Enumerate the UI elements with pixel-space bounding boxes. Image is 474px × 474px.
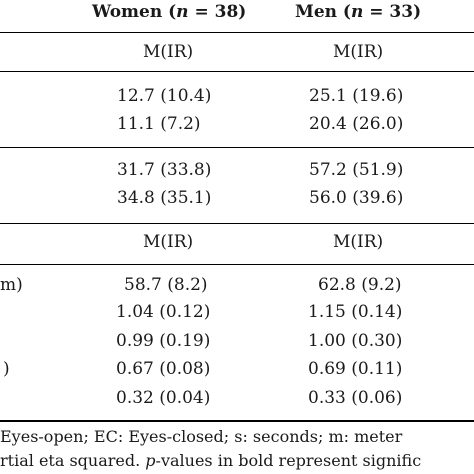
subheader-women-mir: M(IR)	[143, 42, 194, 62]
group1-row1-men: 25.1 (19.6)	[309, 86, 404, 106]
group2-row1-women: 31.7 (33.8)	[117, 160, 212, 180]
footnote-line-2: rtial eta squared. p-values in bold repr…	[0, 451, 422, 470]
subheader2-women-mir: M(IR)	[143, 232, 194, 252]
subheader-men-mir: M(IR)	[333, 42, 384, 62]
group3-row4-men: 0.69 (0.11)	[308, 359, 403, 379]
group2-row1-men: 57.2 (51.9)	[309, 160, 404, 180]
group3-row3-women: 0.99 (0.19)	[116, 331, 211, 351]
group3-row1-label: m)	[0, 275, 23, 295]
group-rule-2	[0, 223, 474, 224]
group3-row5-men: 0.33 (0.06)	[308, 388, 403, 408]
group1-row2-men: 20.4 (26.0)	[309, 114, 404, 134]
group3-row4-label: )	[3, 359, 10, 379]
group3-row2-men: 1.15 (0.14)	[308, 302, 403, 322]
group3-row4-women: 0.67 (0.08)	[116, 359, 211, 379]
group1-row2-women: 11.1 (7.2)	[117, 114, 201, 134]
group3-row1-men: 62.8 (9.2)	[318, 275, 402, 295]
subheader-rule-1	[0, 71, 474, 72]
group-rule-1	[0, 147, 474, 148]
group3-row2-women: 1.04 (0.12)	[116, 302, 211, 322]
header-rule	[0, 32, 474, 33]
subheader-rule-2	[0, 264, 474, 265]
group2-row2-women: 34.8 (35.1)	[117, 188, 212, 208]
women-column-header: Women (n = 38)	[92, 2, 247, 22]
group2-row2-men: 56.0 (39.6)	[309, 188, 404, 208]
group1-row1-women: 12.7 (10.4)	[117, 86, 212, 106]
group3-row3-men: 1.00 (0.30)	[308, 331, 403, 351]
group3-row1-women: 58.7 (8.2)	[124, 275, 208, 295]
men-column-header: Men (n = 33)	[295, 2, 422, 22]
footnote-line-1: Eyes-open; EC: Eyes-closed; s: seconds; …	[0, 427, 403, 446]
subheader2-men-mir: M(IR)	[333, 232, 384, 252]
table-bottom-rule	[0, 420, 474, 422]
group3-row5-women: 0.32 (0.04)	[116, 388, 211, 408]
